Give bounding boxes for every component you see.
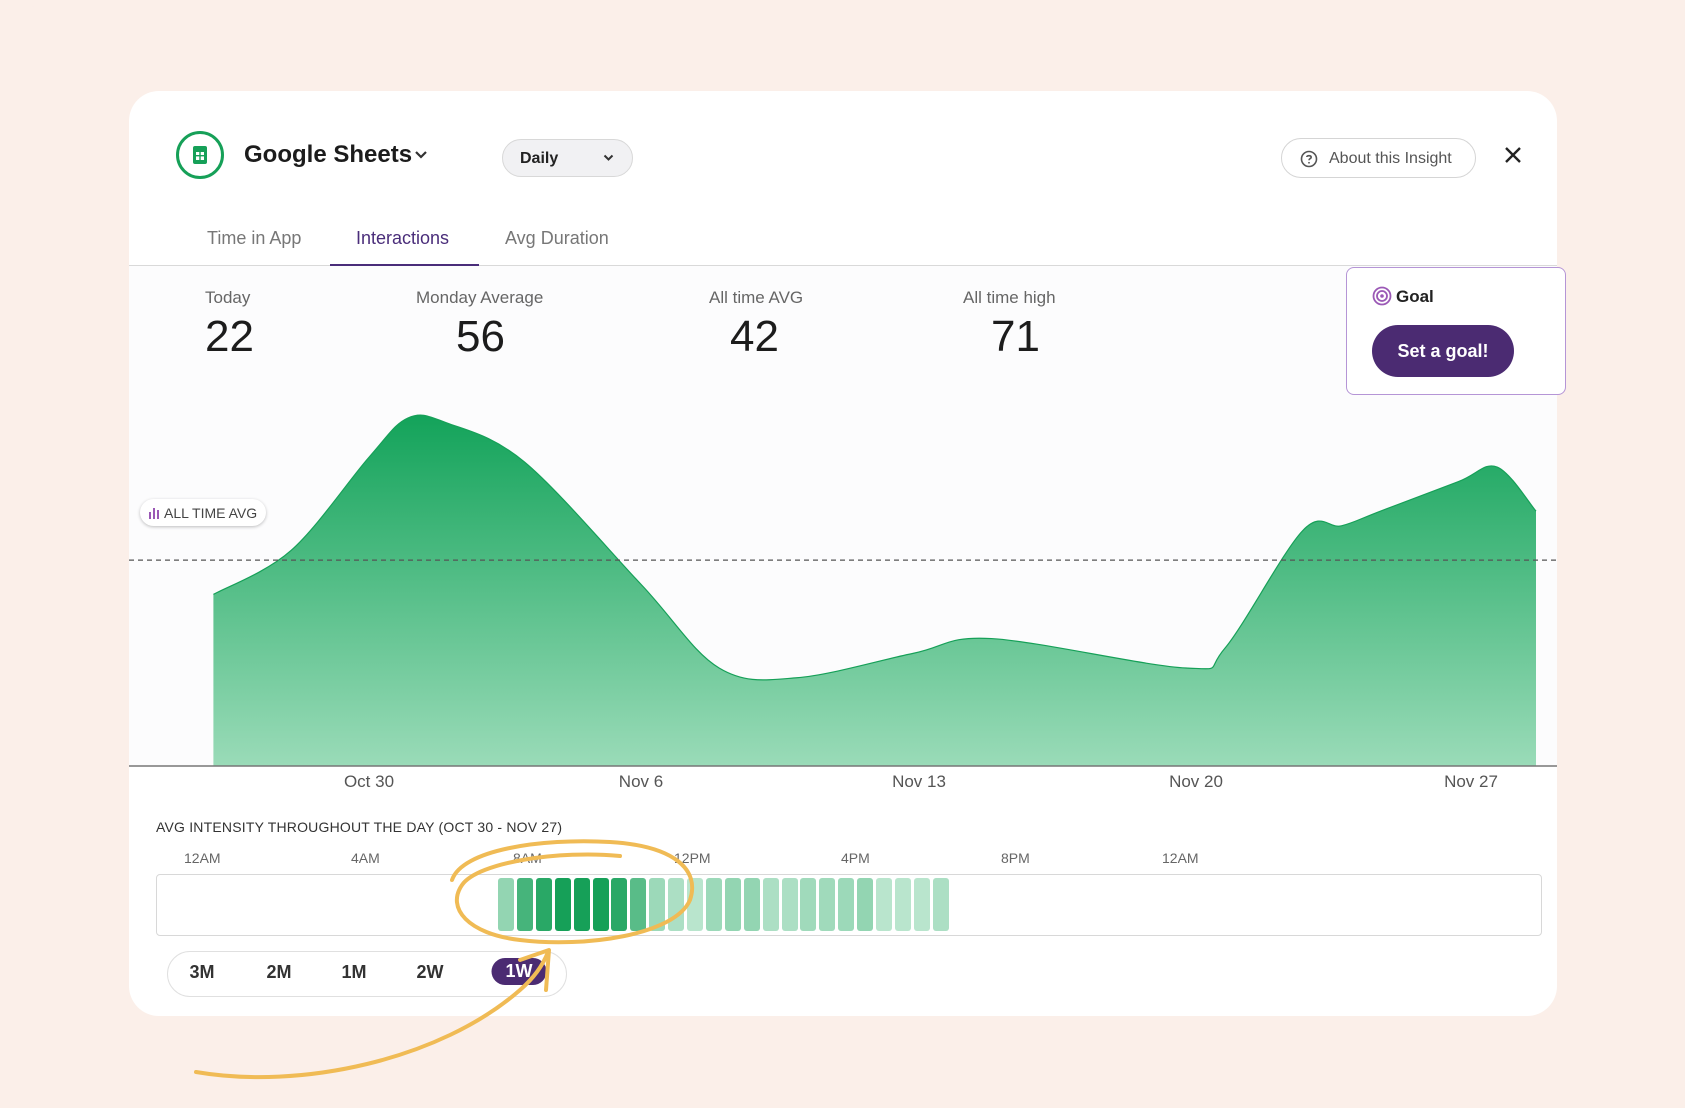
- chevron-down-icon[interactable]: [414, 150, 428, 160]
- range-1w-button[interactable]: 1W: [491, 958, 547, 985]
- hour-label: 8PM: [1001, 850, 1030, 866]
- period-select[interactable]: Daily: [502, 139, 633, 177]
- stat-all-time-avg-label: All time AVG: [709, 288, 804, 307]
- stat-all-time-avg-value: 42: [730, 312, 779, 361]
- chart-series-line: [213, 414, 1537, 681]
- stat-today-label: Today: [205, 288, 251, 307]
- target-icon: [1372, 286, 1392, 306]
- heatmap-cell: [819, 878, 836, 931]
- period-select-value: Daily: [520, 150, 559, 167]
- x-tick-label: Oct 30: [343, 772, 395, 791]
- heatmap-cell: [743, 878, 760, 931]
- heatmap-cell: [573, 878, 590, 931]
- app-name[interactable]: Google Sheets: [244, 141, 413, 168]
- tab-avg-duration[interactable]: Avg Duration: [505, 228, 609, 248]
- range-2m-button[interactable]: 2M: [266, 962, 292, 982]
- heatmap-cell: [668, 878, 685, 931]
- hour-label: 12PM: [674, 850, 711, 866]
- heatmap-cell: [516, 878, 533, 931]
- stat-today-value: 22: [205, 312, 254, 361]
- heatmap-cell: [800, 878, 817, 931]
- stat-monday-average-value: 56: [456, 312, 505, 361]
- hour-label: 12AM: [1162, 850, 1199, 866]
- about-insight-button[interactable]: About this Insight: [1281, 138, 1476, 178]
- x-tick-label: Nov 13: [892, 772, 946, 791]
- heatmap-cell: [932, 878, 949, 931]
- bar-chart-icon: [149, 507, 159, 519]
- heatmap-cell: [535, 878, 552, 931]
- x-tick-label: Nov 6: [618, 772, 664, 791]
- help-circle-icon: [1300, 150, 1318, 168]
- tab-divider: [129, 265, 1557, 266]
- tab-time-in-app[interactable]: Time in App: [207, 228, 302, 248]
- heatmap-cell: [498, 878, 514, 931]
- heatmap-cell: [876, 878, 892, 931]
- set-goal-button[interactable]: Set a goal!: [1372, 325, 1514, 377]
- heatmap-cell: [724, 878, 741, 931]
- stat-monday-average-label: Monday Average: [416, 288, 544, 307]
- heatmap-cell: [687, 878, 703, 931]
- heatmap-cell: [649, 878, 666, 931]
- heatmap-cell: [913, 878, 930, 931]
- hour-label: 4PM: [841, 850, 870, 866]
- goal-title: Goal: [1396, 287, 1434, 306]
- stat-all-time-high-label: All time high: [963, 288, 1056, 307]
- stat-all-time-high-value: 71: [991, 312, 1040, 361]
- active-tab-indicator: [330, 264, 479, 266]
- heatmap-cell: [630, 878, 647, 931]
- heatmap-cell: [838, 878, 855, 931]
- x-tick-label: Nov 20: [1169, 772, 1223, 791]
- hour-label: 12AM: [184, 850, 221, 866]
- heatmap-cell: [781, 878, 798, 931]
- hour-label: 8AM: [513, 850, 542, 866]
- range-3m-button[interactable]: 3M: [189, 962, 215, 982]
- intensity-title: AVG INTENSITY THROUGHOUT THE DAY (OCT 30…: [156, 819, 563, 835]
- range-2w-button[interactable]: 2W: [416, 962, 444, 982]
- all-time-avg-badge: ALL TIME AVG: [140, 499, 267, 526]
- chart-area-fill: [213, 415, 1536, 766]
- all-time-avg-label: ALL TIME AVG: [164, 504, 258, 521]
- x-tick-label: Nov 27: [1444, 772, 1498, 791]
- heatmap-cell: [857, 878, 874, 931]
- heatmap-cell: [554, 878, 571, 931]
- heatmap-cell: [592, 878, 609, 931]
- range-1m-button[interactable]: 1M: [341, 962, 367, 982]
- tab-interactions[interactable]: Interactions: [356, 228, 450, 248]
- close-icon[interactable]: [1503, 145, 1523, 165]
- heatmap-cell: [762, 878, 779, 931]
- heatmap-cell: [611, 878, 628, 931]
- about-insight-label: About this Insight: [1329, 150, 1452, 167]
- heatmap-cell: [894, 878, 911, 931]
- hour-label: 4AM: [351, 850, 380, 866]
- chevron-down-icon: [603, 154, 614, 161]
- heatmap-cell: [705, 878, 722, 931]
- google-sheets-logo-icon: [176, 131, 224, 179]
